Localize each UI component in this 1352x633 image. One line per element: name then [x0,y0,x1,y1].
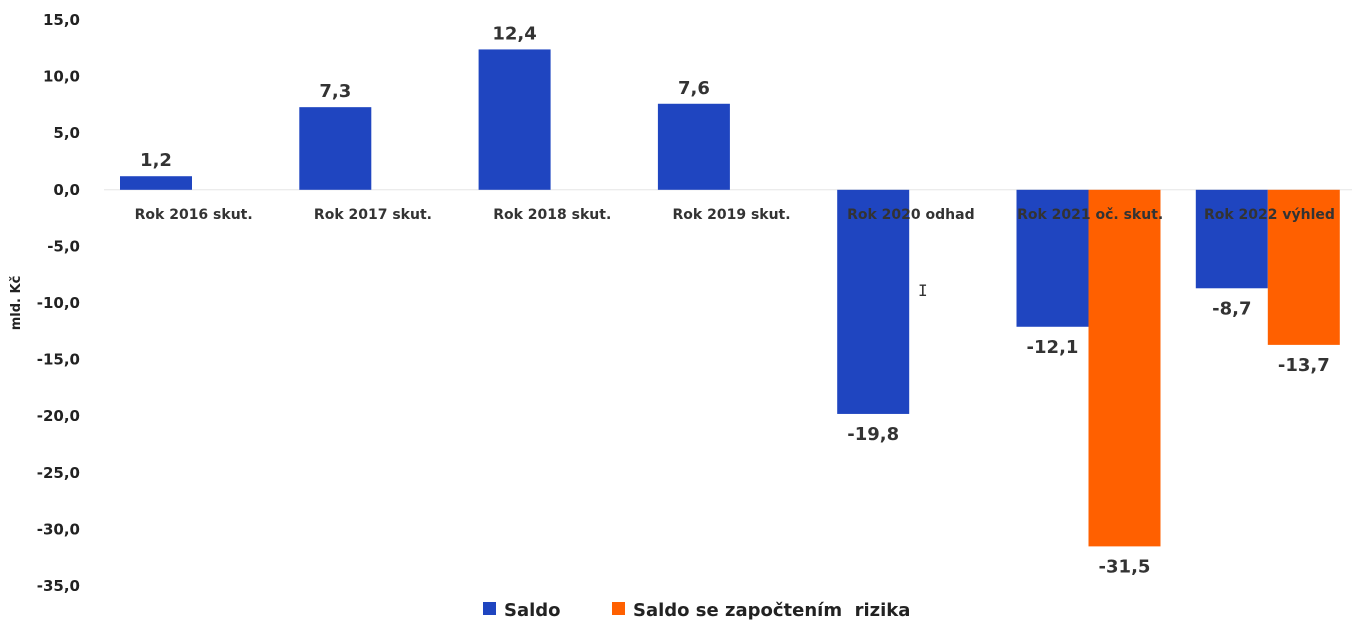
data-label: 7,6 [678,78,710,99]
data-label: -13,7 [1278,355,1330,376]
y-tick-label: -5,0 [47,237,80,255]
x-category-label: Rok 2017 skut. [314,207,432,223]
y-tick-label: -25,0 [37,464,80,482]
text-cursor-icon: I [918,281,928,300]
category-labels: Rok 2016 skut. Rok 2017 skut. Rok 2018 sku… [135,207,1335,223]
data-label: 12,4 [492,23,536,44]
bar-saldo [657,103,730,190]
y-tick-label: -15,0 [37,351,80,369]
bar-saldo [478,49,551,190]
x-category-label: Rok 2020 odhad [847,207,975,223]
bars [120,49,1340,547]
bar-saldo [837,189,910,414]
bar-saldo [120,176,192,190]
bar-saldo-se-rizikem [1267,189,1340,345]
bar-saldo [299,107,372,190]
y-tick-label: -30,0 [37,520,80,538]
bar-saldo-se-rizikem [1088,189,1161,547]
x-category-label: Rok 2022 výhled [1204,207,1335,223]
data-labels: 1,2 7,3 12,4 7,6 -19,8 -12,1 -8,7 -31,5 -13,7 [140,23,1330,577]
data-label: -19,8 [847,424,899,445]
legend-label-saldo-se-rizikem: Saldo se započtením rizika [633,600,910,621]
data-label: -31,5 [1099,556,1151,577]
y-axis: 15,0 10,0 5,0 0,0 -5,0 -10,0 -15,0 -20,0 -25,0 -3… [37,11,80,595]
y-tick-label: 0,0 [53,181,80,199]
y-tick-label: 5,0 [53,124,80,142]
y-tick-label: 10,0 [43,68,80,86]
bar-saldo [1195,189,1268,289]
x-category-label: Rok 2019 skut. [673,207,791,223]
legend: Saldo Saldo se započtením rizika [483,600,910,621]
y-tick-label: -35,0 [37,577,80,595]
legend-swatch-saldo-se-rizikem [612,602,625,615]
data-label: -8,7 [1212,298,1251,319]
x-category-label: Rok 2016 skut. [135,207,253,223]
y-axis-title: mld. Kč [9,276,24,331]
data-label: 1,2 [140,150,172,171]
data-label: 7,3 [319,81,351,102]
legend-swatch-saldo [483,602,496,615]
bar-saldo [1016,189,1089,327]
x-category-label: Rok 2018 skut. [493,207,611,223]
x-category-label: Rok 2021 oč. skut. [1017,207,1163,223]
y-tick-label: -10,0 [37,294,80,312]
legend-label-saldo: Saldo [504,600,561,621]
y-tick-label: 15,0 [43,11,80,29]
y-tick-label: -20,0 [37,407,80,425]
data-label: -12,1 [1027,337,1079,358]
